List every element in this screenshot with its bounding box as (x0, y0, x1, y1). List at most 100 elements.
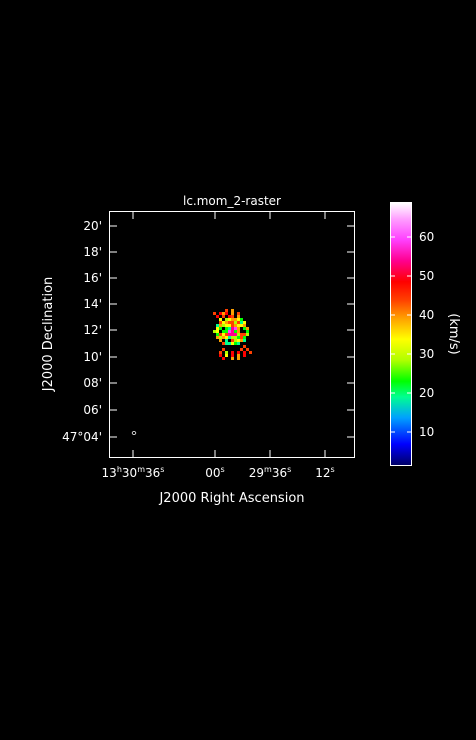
colorbar-tick-labels: 60 50 40 30 20 10 (419, 230, 434, 439)
raster-pixel (216, 324, 219, 327)
y-tick-label: 12' (83, 323, 102, 337)
raster-pixel (231, 333, 234, 336)
y-axis-label: J2000 Declination (41, 277, 56, 393)
y-tick-label: 16' (83, 271, 102, 285)
raster-pixel (243, 324, 246, 327)
raster-pixel (225, 351, 228, 354)
y-tick-label: 10' (83, 350, 102, 364)
raster-pixel (234, 333, 237, 336)
raster-pixel (219, 333, 222, 336)
raster-pixel (216, 333, 219, 336)
y-tick-label: 08' (83, 376, 102, 390)
raster-pixel (246, 327, 249, 330)
raster-pixel (237, 330, 240, 333)
raster-pixel (231, 321, 234, 324)
raster-pixel (237, 321, 240, 324)
raster-pixel (234, 321, 237, 324)
raster-pixel (225, 321, 228, 324)
raster-pixel (231, 318, 234, 321)
colorbar-tick-label: 10 (419, 425, 434, 439)
raster-pixel (219, 351, 222, 354)
raster-pixel (243, 327, 246, 330)
colorbar-tick-label: 30 (419, 347, 434, 361)
raster-pixel (225, 309, 228, 312)
raster-pixel (225, 339, 228, 342)
x-tick-label: 00s (205, 465, 224, 480)
raster-pixel (225, 324, 228, 327)
raster-pixel (237, 342, 240, 345)
raster-pixel (219, 324, 222, 327)
x-tick-label: 12s (315, 465, 334, 480)
raster-pixel (228, 336, 231, 339)
raster-pixel (228, 333, 231, 336)
raster-pixel (237, 333, 240, 336)
raster-pixel (225, 327, 228, 330)
raster-pixel (237, 312, 240, 315)
raster-pixel (234, 330, 237, 333)
raster-pixel (225, 354, 228, 357)
raster-pixel (237, 336, 240, 339)
raster-pixel (237, 315, 240, 318)
raster-pixel (219, 312, 222, 315)
raster-pixel (243, 345, 246, 348)
x-tick-labels: 13h30m36s 00s 29m36s 12s (102, 465, 335, 480)
raster-pixel (222, 324, 225, 327)
raster-pixel (231, 324, 234, 327)
raster-pixel (222, 357, 225, 360)
raster-pixel (228, 330, 231, 333)
x-axis-label: J2000 Right Ascension (158, 491, 304, 506)
raster-pixel (225, 333, 228, 336)
raster-pixel (225, 312, 228, 315)
raster-pixel (213, 312, 216, 315)
raster-pixel (228, 315, 231, 318)
raster-pixel (222, 315, 225, 318)
raster-pixel (228, 327, 231, 330)
raster-pixel (231, 342, 234, 345)
raster-pixel (219, 327, 222, 330)
raster-pixel (237, 318, 240, 321)
raster-pixel (234, 324, 237, 327)
plot-frame (109, 211, 355, 458)
raster-pixel (243, 336, 246, 339)
raster-pixel (246, 348, 249, 351)
raster-pixel (222, 321, 225, 324)
raster-pixel (243, 321, 246, 324)
raster-pixel (234, 342, 237, 345)
y-tick-label-first: 47°04' (62, 430, 102, 444)
raster-pixel (213, 330, 216, 333)
colorbar-tick-label: 40 (419, 308, 434, 322)
raster-pixel (234, 318, 237, 321)
raster-pixel (231, 327, 234, 330)
colorbar-label: (km/s) (446, 313, 461, 355)
raster-pixel (240, 318, 243, 321)
y-tick-label: 18' (83, 245, 102, 259)
raster-pixel (216, 327, 219, 330)
y-tick-labels: 20' 18' 16' 14' 12' 10' 08' 06' 47°04' (62, 219, 102, 444)
raster-pixel (216, 330, 219, 333)
raster-pixel (237, 339, 240, 342)
raster-pixel (222, 312, 225, 315)
raster-pixel (240, 324, 243, 327)
raster-pixel (243, 333, 246, 336)
raster-pixel (231, 339, 234, 342)
colorbar-frame (390, 202, 412, 466)
raster-pixel (219, 318, 222, 321)
raster-pixel (228, 324, 231, 327)
raster-pixel (225, 318, 228, 321)
colorbar-tick-label: 20 (419, 386, 434, 400)
colorbar (391, 203, 411, 465)
x-tick-label: 29m36s (249, 465, 292, 480)
y-tick-label: 20' (83, 219, 102, 233)
x-tick-marks (132, 212, 326, 457)
raster-pixel (222, 336, 225, 339)
raster-pixel (231, 354, 234, 357)
colorbar-tick-marks (391, 236, 411, 433)
raster-pixel (237, 357, 240, 360)
raster-pixel (219, 336, 222, 339)
raster-pixel (231, 336, 234, 339)
colorbar-tick-label: 60 (419, 230, 434, 244)
raster-pixel (240, 321, 243, 324)
raster-pixel (231, 312, 234, 315)
raster-pixel (237, 354, 240, 357)
raster-pixel (240, 348, 243, 351)
